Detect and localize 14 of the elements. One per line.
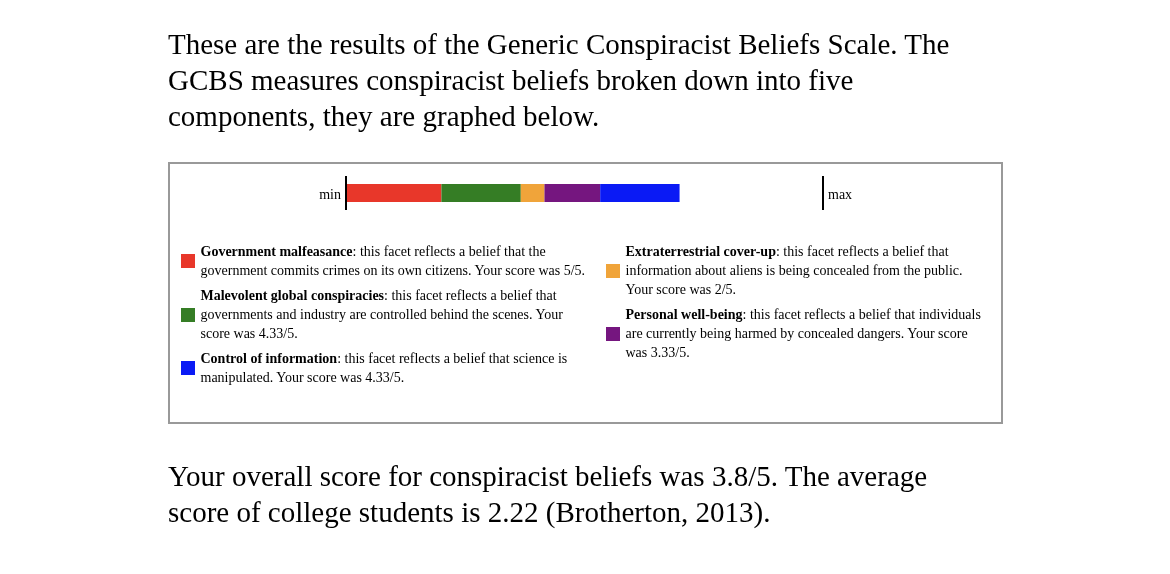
bar [520, 184, 545, 202]
bar [346, 184, 442, 202]
bar [544, 184, 601, 202]
legend-label: Personal well-being: this facet reflects a belief that individuals are currently being harmed by concealed dangers. Your score was 3.33/5. [625, 306, 982, 362]
chart-title: These are the results of the Generic Conspiracist Beliefs Scale. The GCBS measures conspiracist beliefs broken down into five components, they are graphed below. [168, 27, 951, 134]
ref-line-label: max [828, 186, 853, 202]
legend-label: Extraterrestrial cover-up: this facet reflects a belief that information about aliens is being concealed from the public. Your score was 2/5. [625, 243, 964, 299]
bar [600, 184, 680, 202]
legend-label: Malevolent global conspiracies: this facet reflects a belief that governments and industry are controlled behind the scenes. Your score was 4.33/5. [200, 287, 564, 343]
text: Your overall score for conspiracist beliefs was 3.8/5. The average score of college students is 2.22 (Brotherton, 2013). [168, 459, 929, 530]
bar [441, 184, 521, 202]
legend-label: Control of information: this facet reflects a belief that science is manipulated. Your score was 4.33/5. [200, 350, 569, 387]
legend-label: Government malfeasance: this facet reflects a belief that the government commits crimes on its own citizens. Your score was 5/5. [200, 243, 587, 280]
ref-line-label: min [319, 186, 341, 202]
